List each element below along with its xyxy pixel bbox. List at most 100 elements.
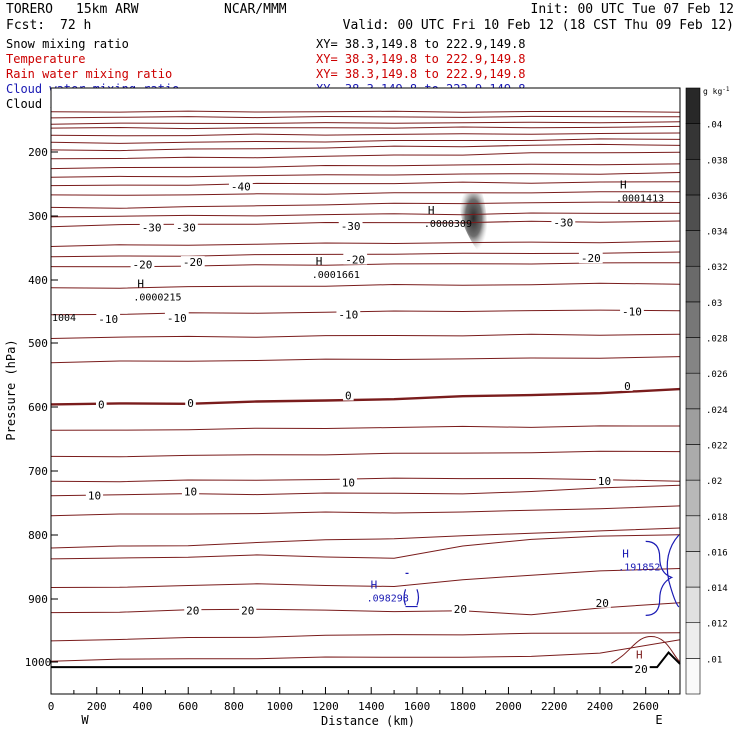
isotherm-label: 0 (345, 389, 352, 402)
isotherm-label: 0 (187, 397, 194, 410)
isotherm-label-bg (96, 313, 121, 325)
y-tick-label: 900 (28, 593, 48, 606)
valid-time: Valid: 00 UTC Fri 10 Feb 12 (18 CST Thu … (343, 18, 734, 33)
colorbar-swatch (685, 551, 701, 588)
x-tick-label: 1000 (266, 700, 293, 713)
colorbar-swatch (685, 444, 701, 481)
isotherm-label-bg (96, 398, 107, 410)
colorbar-label: .02 (706, 477, 722, 487)
isotherm-line (50, 191, 680, 196)
colorbar-label: .014 (706, 584, 728, 594)
terrain-surface (51, 651, 681, 669)
colorbar-label: .024 (706, 406, 728, 416)
colorbar-swatch (685, 622, 701, 659)
isotherm-line (50, 450, 681, 458)
y-tick-label: 200 (28, 146, 48, 159)
colorbar-label: .026 (706, 370, 728, 380)
isotherm-label-bg (451, 603, 470, 615)
y-tick-label: 1000 (25, 656, 52, 669)
colorbar-swatch (685, 337, 701, 374)
isotherm-line (50, 138, 681, 144)
max-marker-h: H (316, 255, 323, 268)
isotherm-label: -30 (176, 222, 196, 235)
x-tick-label: 2600 (632, 700, 659, 713)
isotherm-label-bg (336, 308, 361, 320)
max-marker-value: .0000309 (424, 219, 472, 230)
isotherm-label-bg (174, 221, 198, 233)
east-label: E (655, 713, 662, 727)
colorbar-swatch (685, 408, 701, 445)
isotherm-line (50, 121, 681, 125)
isotherm-label: 0 (624, 380, 631, 393)
x-tick-label: 600 (178, 700, 198, 713)
plot-frame (50, 87, 681, 695)
isotherm-label-bg (130, 258, 155, 270)
colorbar-label: .01 (706, 655, 722, 665)
y-tick-label: 800 (28, 529, 48, 542)
organization: NCAR/MMM (224, 2, 287, 17)
fcst-hours: 72 h (60, 18, 91, 33)
isotherm-label: 20 (634, 663, 647, 676)
isotherm-line (50, 568, 681, 588)
isotherm-label: 10 (184, 485, 197, 498)
isotherm-label: -30 (142, 222, 162, 235)
isotherm-label-bg (185, 397, 196, 409)
temperature-isotherms (50, 110, 681, 664)
isotherm-label: 10 (342, 477, 355, 490)
isotherm-line (50, 163, 681, 170)
isotherm-label: -20 (581, 252, 601, 265)
isotherm-line (50, 282, 681, 289)
colorbar-label: .036 (706, 192, 728, 202)
max-marker-value: .191852 (618, 562, 660, 573)
isotherm-label-bg (551, 216, 576, 228)
legend-field-2: Rain water mixing ratio (6, 67, 172, 81)
colorbar-swatch (685, 87, 701, 124)
isotherm-label: 20 (186, 604, 199, 617)
x-tick-label: 1200 (312, 700, 339, 713)
legend-xy-2: XY= 38.3,149.8 to 222.9,149.8 (316, 67, 526, 81)
isotherm-line (50, 172, 681, 178)
y-tick-label: 600 (28, 401, 48, 414)
init-time: Init: 00 UTC Tue 07 Feb 12 (531, 2, 735, 17)
isotherm-label-bg (343, 253, 368, 265)
colorbar-swatch (685, 230, 701, 267)
snow-plume (460, 193, 487, 255)
isotherm-label-bg (180, 256, 205, 268)
x-tick-label: 200 (87, 700, 107, 713)
y-axis-title: Pressure (hPa) (4, 339, 18, 440)
isotherm-label-bg (343, 389, 354, 401)
isotherm-line (50, 534, 681, 560)
isotherm-line (50, 143, 681, 152)
max-marker-h: H (137, 277, 144, 290)
colorbar-label: .038 (706, 156, 728, 166)
x-tick-label: 2000 (495, 700, 522, 713)
legend-field-0: Snow mixing ratio (6, 37, 129, 51)
snow-mixing-ratio-shading (460, 193, 487, 255)
isotherm-label: -40 (231, 181, 251, 194)
isotherm-line (50, 387, 681, 406)
colorbar-label: .018 (706, 513, 728, 523)
max-marker-value: .0001661 (312, 270, 360, 281)
model-resolution: 15km ARW (76, 2, 139, 17)
colorbar-unit-exponent: -1 (722, 86, 730, 93)
colorbar-label: .012 (706, 620, 728, 630)
isotherm-line (50, 333, 681, 339)
legend-xy-0: XY= 38.3,149.8 to 222.9,149.8 (316, 37, 526, 51)
isotherm-label: -10 (167, 312, 187, 325)
colorbar-swatch (685, 265, 701, 303)
y-tick-label: 700 (28, 465, 48, 478)
max-marker-h: H (428, 204, 435, 217)
isotherm-label-bg (595, 475, 614, 487)
max-marker-h: H (636, 649, 643, 662)
isotherm-label-bg (228, 180, 253, 192)
isotherm-line (50, 240, 681, 247)
legend-xy-1: XY= 38.3,149.8 to 222.9,149.8 (316, 52, 526, 66)
colorbar-label: .016 (706, 548, 728, 558)
isotherm-line (50, 639, 681, 662)
isotherm-line (50, 632, 681, 642)
isotherm-label: 20 (454, 603, 467, 616)
isotherm-line (50, 201, 681, 209)
colorbar-swatch (685, 301, 701, 338)
colorbar-swatch (685, 194, 701, 231)
